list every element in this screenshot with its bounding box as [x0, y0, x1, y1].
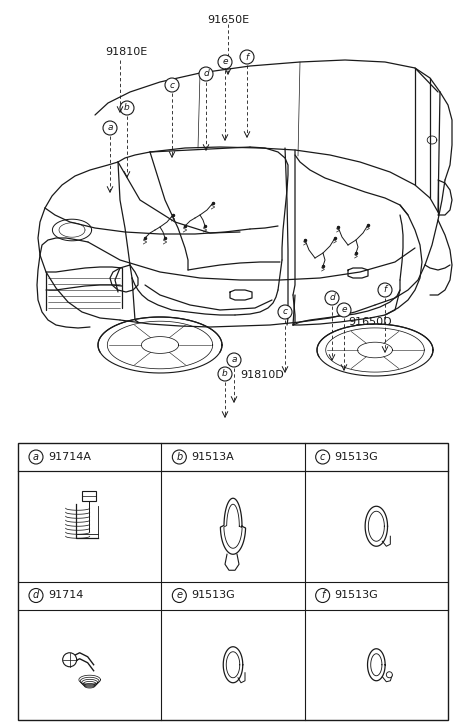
Bar [81, 491, 96, 501]
Text: b: b [222, 369, 228, 379]
Text: d: d [329, 294, 335, 302]
Text: a: a [33, 452, 39, 462]
Circle shape [316, 588, 330, 603]
Text: b: b [176, 452, 182, 462]
Text: c: c [320, 452, 325, 462]
Text: 91714: 91714 [48, 590, 83, 601]
Circle shape [278, 305, 292, 319]
Text: f: f [321, 590, 325, 601]
Text: a: a [107, 124, 113, 132]
Circle shape [172, 588, 186, 603]
Text: 91650E: 91650E [207, 15, 249, 25]
Text: d: d [203, 70, 209, 79]
Text: e: e [341, 305, 347, 315]
Circle shape [316, 450, 330, 464]
Circle shape [172, 450, 186, 464]
Text: 91810E: 91810E [105, 47, 147, 57]
Circle shape [240, 50, 254, 64]
Text: 91650D: 91650D [348, 317, 392, 327]
Text: c: c [169, 81, 175, 89]
Circle shape [29, 588, 43, 603]
Circle shape [218, 55, 232, 69]
Text: f: f [245, 52, 249, 62]
Circle shape [165, 78, 179, 92]
Circle shape [103, 121, 117, 135]
Text: 91513G: 91513G [335, 590, 378, 601]
Circle shape [199, 67, 213, 81]
Text: c: c [282, 308, 288, 316]
Circle shape [337, 303, 351, 317]
Text: 91714A: 91714A [48, 452, 91, 462]
Circle shape [218, 367, 232, 381]
Text: f: f [383, 286, 387, 294]
Circle shape [120, 101, 134, 115]
Text: 91513G: 91513G [335, 452, 378, 462]
Circle shape [63, 653, 77, 667]
Text: d: d [33, 590, 39, 601]
Text: e: e [176, 590, 182, 601]
Text: a: a [231, 356, 237, 364]
Circle shape [227, 353, 241, 367]
Text: 91513G: 91513G [191, 590, 235, 601]
Circle shape [325, 291, 339, 305]
Circle shape [386, 672, 392, 678]
Text: e: e [222, 57, 228, 66]
Circle shape [378, 283, 392, 297]
Text: b: b [124, 103, 130, 113]
Text: 91513A: 91513A [191, 452, 234, 462]
Circle shape [29, 450, 43, 464]
Bar [18, 443, 448, 720]
Text: 91810D: 91810D [240, 370, 284, 380]
